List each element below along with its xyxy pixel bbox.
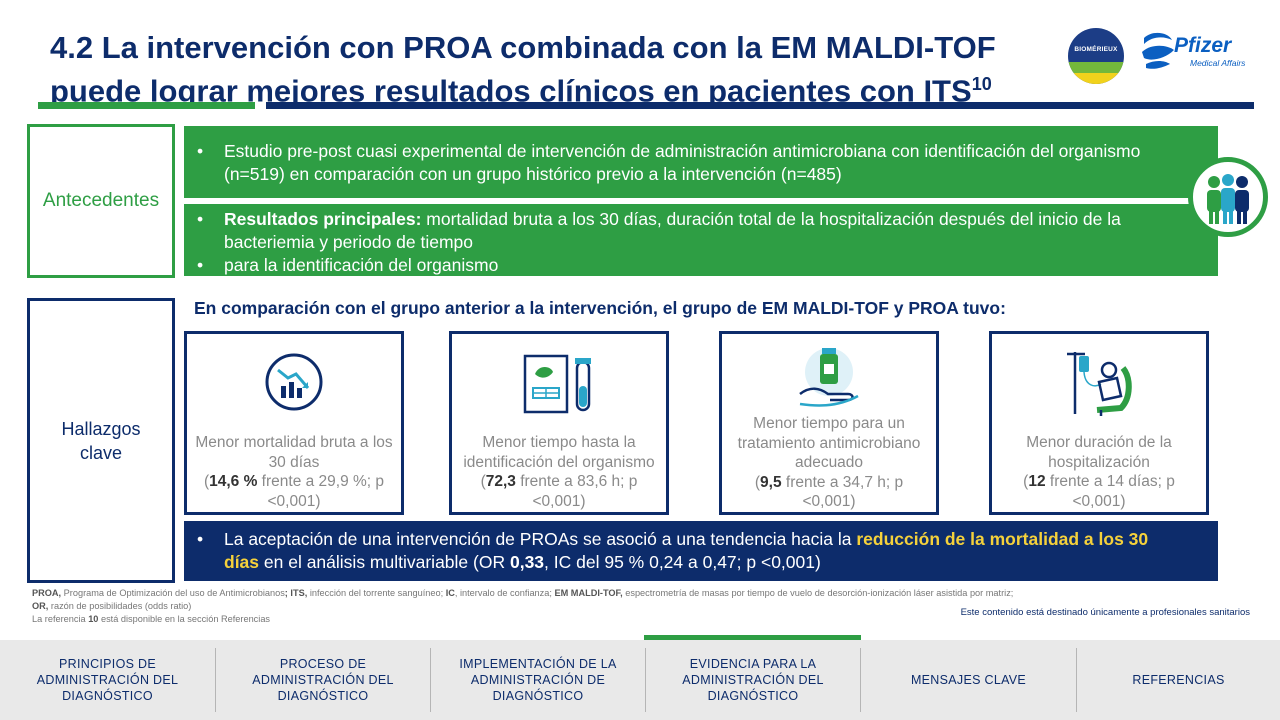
nav-item-implementacion[interactable]: IMPLEMENTACIÓN DE LA ADMINISTRACIÓN DE D… — [431, 640, 645, 720]
finding-card-treatment-text: Menor tiempo para un tratamiento antimic… — [730, 414, 928, 512]
hcp-disclaimer: Este contenido está destinado únicamente… — [960, 607, 1250, 618]
title-underline-navy — [266, 102, 1254, 109]
outcomes-bullet-2: • para la identificación del organismo — [197, 255, 499, 275]
title-line-1: 4.2 La intervención con PROA combinada c… — [50, 30, 996, 65]
finding-card-treatment: Menor tiempo para un tratamiento antimic… — [719, 331, 939, 515]
study-text: Estudio pre-post cuasi experimental de i… — [224, 141, 1141, 184]
finding-mortality-label: Menor mortalidad bruta a los 30 días — [195, 434, 393, 471]
outcomes-text: mortalidad bruta a los 30 días, duración… — [224, 209, 1121, 252]
finding-card-mortality-text: Menor mortalidad bruta a los 30 días (14… — [195, 433, 393, 511]
multivariable-text-post: , IC del 95 % 0,24 a 0,47; p <0,001) — [544, 552, 821, 572]
outcomes-text-2: para la identificación del organismo — [224, 255, 499, 275]
nav-item-principios[interactable]: PRINCIPIOS DE ADMINISTRACIÓN DEL DIAGNÓS… — [0, 640, 215, 720]
comparison-heading: En comparación con el grupo anterior a l… — [194, 298, 1006, 318]
multivariable-highlight: reducción de la mortalidad a los 30 días — [224, 529, 1149, 572]
nav-item-principios-label: PRINCIPIOS DE ADMINISTRACIÓN DEL DIAGNÓS… — [36, 657, 179, 703]
finding-card-hospitalization-text: Menor duración de la hospitalización (12… — [1000, 433, 1198, 511]
nav-item-referencias[interactable]: REFERENCIAS — [1077, 640, 1280, 720]
abbr-its-def: infección del torrente sanguíneo; — [307, 588, 446, 598]
abbr-or: OR, — [32, 601, 49, 611]
nav-item-mensajes-label: MENSAJES CLAVE — [910, 673, 1027, 687]
people-group-icon — [1188, 157, 1268, 237]
finding-identification-value: 72,3 — [485, 473, 516, 490]
nav-active-indicator — [644, 635, 861, 643]
nav-item-mensajes[interactable]: MENSAJES CLAVE — [861, 640, 1076, 720]
finding-hospitalization-open: ( — [1023, 473, 1029, 490]
abbr-or-def: razón de posibilidades (odds ratio) — [48, 601, 192, 611]
reference-note-pre: La referencia — [32, 614, 89, 624]
finding-hospitalization-value: 12 — [1028, 473, 1046, 490]
abbr-ic-def: , intervalo de confianza; — [454, 588, 555, 598]
multivariable-bullet: • La aceptación de una intervención de PR… — [197, 529, 1149, 572]
outcomes-bullet: • Resultados principales: mortalidad brut… — [197, 209, 1121, 252]
finding-treatment-open: ( — [754, 473, 761, 491]
study-bullet: • Estudio pre-post cuasi experimental de … — [197, 141, 1141, 184]
biomerieux-logo: BIOMÉRIEUX — [1068, 28, 1124, 84]
finding-identification-label: Menor tiempo hasta la identificación del… — [463, 434, 655, 471]
pfizer-swirl-icon — [1142, 32, 1174, 69]
page-title: 4.2 La intervención con PROA combinada c… — [50, 30, 1050, 109]
nav-item-referencias-label: REFERENCIAS — [1132, 673, 1225, 687]
finding-mortality-compare: frente a 29,9 %; p <0,001) — [257, 473, 385, 510]
finding-hospitalization-label: Menor duración de la hospitalización — [1026, 434, 1172, 471]
finding-treatment-compare: frente a 34,7 h; p <0,001) — [781, 473, 904, 511]
multivariable-text-pre: La aceptación de una intervención de PRO… — [224, 529, 857, 549]
bottom-navigation: PRINCIPIOS DE ADMINISTRACIÓN DEL DIAGNÓS… — [0, 640, 1280, 720]
antecedentes-label: Antecedentes — [42, 190, 160, 211]
nav-divider — [1076, 648, 1077, 712]
title-reference: 10 — [971, 74, 992, 94]
pfizer-logo-sub: Medical Affairs — [1190, 58, 1246, 68]
abbreviations-footnote: PROA, Programa de Optimización del uso d… — [32, 587, 1212, 626]
finding-card-identification: Menor tiempo hasta la identificación del… — [449, 331, 669, 515]
multivariable-text-mid: en el análisis multivariable (OR — [259, 552, 510, 572]
hand-vial-icon — [799, 348, 859, 407]
finding-treatment-value: 9,5 — [760, 473, 782, 491]
reference-note-post: está disponible en la sección Referencia… — [98, 614, 271, 624]
antecedentes-outcomes-bar: • Resultados principales: mortalidad brut… — [184, 204, 1218, 276]
abbr-its: ; ITS, — [284, 588, 308, 598]
abbr-proa-def: Programa de Optimización del uso de Anti… — [61, 588, 285, 598]
abbr-ic: IC — [445, 588, 455, 598]
multivariable-conclusion-bar: • La aceptación de una intervención de PR… — [184, 521, 1218, 581]
finding-identification-open: ( — [480, 473, 486, 490]
abbr-em-def: espectrometría de masas por tiempo de vu… — [622, 588, 1014, 598]
antecedentes-study-bar: • Estudio pre-post cuasi experimental de … — [184, 126, 1218, 198]
abbr-proa: PROA, — [32, 588, 62, 598]
hallazgos-label: Hallazgos clave — [61, 418, 141, 463]
pfizer-logo: Pfizer Medical Affairs — [1138, 28, 1258, 72]
declining-chart-icon — [265, 353, 323, 411]
multivariable-or-value: 0,33 — [509, 552, 545, 572]
finding-hospitalization-compare: frente a 14 días; p <0,001) — [1045, 473, 1175, 510]
nav-divider — [645, 648, 646, 712]
finding-card-hospitalization: Menor duración de la hospitalización (12… — [989, 331, 1209, 515]
title-underline-green — [38, 102, 255, 109]
nav-item-proceso-label: PROCESO DE ADMINISTRACIÓN DEL DIAGNÓSTIC… — [252, 657, 394, 703]
pfizer-logo-word: Pfizer — [1174, 34, 1232, 57]
nav-divider — [860, 648, 861, 712]
nav-item-evidencia[interactable]: EVIDENCIA PARA LA ADMINISTRACIÓN DEL DIA… — [646, 640, 860, 720]
finding-mortality-value: 14,6 % — [209, 473, 258, 490]
nav-item-evidencia-label: EVIDENCIA PARA LA ADMINISTRACIÓN DEL DIA… — [682, 657, 824, 703]
hallazgos-label-box: Hallazgos clave — [27, 298, 175, 583]
finding-treatment-label: Menor tiempo para un tratamiento antimic… — [737, 415, 921, 471]
antecedentes-label-box: Antecedentes — [27, 124, 175, 278]
finding-card-identification-text: Menor tiempo hasta la identificación del… — [460, 433, 658, 511]
abbr-em: EM MALDI-TOF, — [554, 588, 623, 598]
finding-card-mortality: Menor mortalidad bruta a los 30 días (14… — [184, 331, 404, 515]
nav-divider — [430, 648, 431, 712]
reference-number: 10 — [88, 614, 99, 624]
hospital-patient-iv-icon — [1067, 352, 1132, 416]
nav-item-proceso[interactable]: PROCESO DE ADMINISTRACIÓN DEL DIAGNÓSTIC… — [216, 640, 430, 720]
outcomes-heading: Resultados principales: — [224, 209, 422, 229]
nav-divider — [215, 648, 216, 712]
biomerieux-logo-text: BIOMÉRIEUX — [1074, 46, 1118, 53]
finding-mortality-open: ( — [203, 473, 210, 490]
finding-identification-compare: frente a 83,6 h; p <0,001) — [515, 473, 638, 510]
lab-report-tube-icon — [523, 354, 591, 414]
nav-item-implementacion-label: IMPLEMENTACIÓN DE LA ADMINISTRACIÓN DE D… — [459, 657, 617, 703]
